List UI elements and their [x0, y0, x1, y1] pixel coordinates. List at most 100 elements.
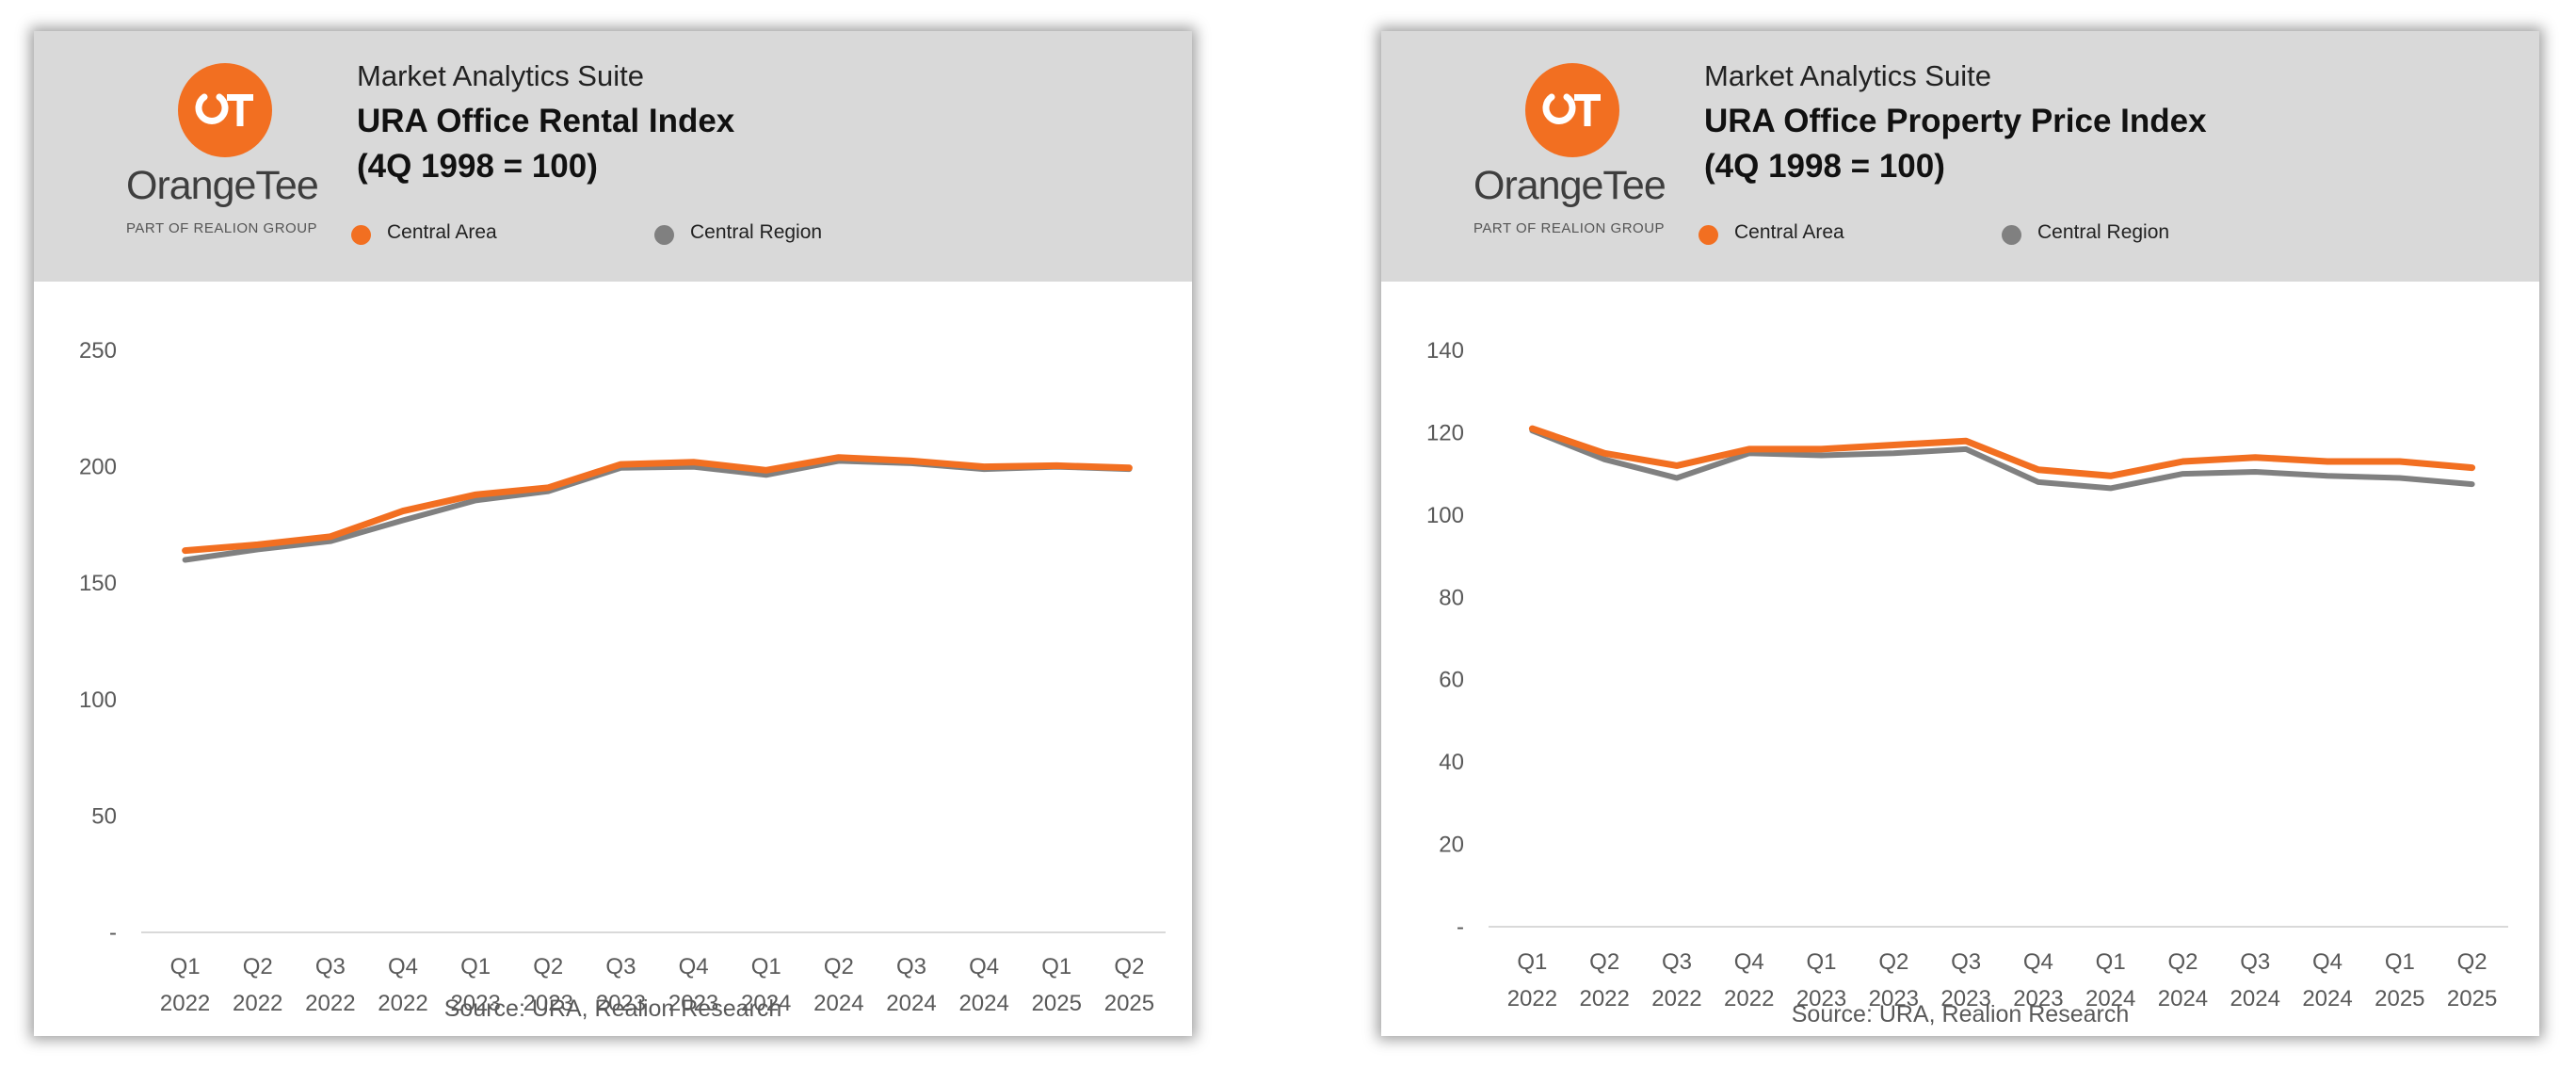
- y-tick-label: 60: [1439, 668, 1464, 693]
- source-note: Source: URA, Realion Research: [1791, 1001, 2130, 1028]
- x-tick-label-quarter: Q1: [2096, 949, 2126, 975]
- logo-wordmark: OrangeTee: [1473, 163, 1666, 208]
- x-tick-label-quarter: Q4: [388, 954, 418, 979]
- ot-logo-icon: [1525, 63, 1619, 157]
- x-tick-label-year: 2024: [2158, 986, 2208, 1011]
- x-tick-label-quarter: Q2: [533, 954, 563, 979]
- x-tick-label-year: 2023: [1796, 986, 1846, 1011]
- y-tick-label: 50: [91, 803, 117, 829]
- x-tick-label-quarter: Q3: [605, 954, 636, 979]
- x-tick-label-year: 2022: [1579, 986, 1629, 1011]
- series-line-central-area: [1528, 425, 2476, 479]
- x-tick-label-year: 2022: [160, 991, 210, 1016]
- x-tick-label-quarter: Q3: [2240, 949, 2270, 975]
- y-tick-label: 100: [79, 688, 117, 713]
- x-tick-label-year: 2022: [378, 991, 427, 1016]
- x-tick-label-quarter: Q4: [2312, 949, 2343, 975]
- x-tick-label-year: 2025: [2447, 986, 2497, 1011]
- x-tick-label-quarter: Q3: [1951, 949, 1981, 975]
- x-tick-label-quarter: Q1: [1041, 954, 1071, 979]
- x-tick-label-year: 2023: [668, 991, 718, 1016]
- x-tick-label-quarter: Q4: [969, 954, 999, 979]
- x-tick-label-year: 2024: [2230, 986, 2280, 1011]
- x-tick-label-quarter: Q2: [824, 954, 854, 979]
- rental-index-panel: OrangeTee PART OF REALION GROUP Market A…: [34, 31, 1192, 1036]
- x-tick-label-quarter: Q3: [896, 954, 926, 979]
- chart-title: URA Office Rental Index: [357, 103, 735, 139]
- x-tick-label-quarter: Q1: [2385, 949, 2415, 975]
- x-tick-label-year: 2023: [2013, 986, 2063, 1011]
- x-tick-label-quarter: Q1: [1807, 949, 1837, 975]
- x-tick-label-quarter: Q1: [1517, 949, 1547, 975]
- logo-wordmark: OrangeTee: [126, 163, 319, 208]
- price-index-panel: OrangeTee PART OF REALION GROUP Market A…: [1381, 31, 2539, 1036]
- x-tick-label-year: 2025: [1104, 991, 1154, 1016]
- y-tick-label: 140: [1426, 338, 1464, 364]
- y-tick-label: 250: [79, 338, 117, 364]
- x-tick-label-quarter: Q4: [679, 954, 709, 979]
- legend-dot-central-area: [351, 225, 371, 245]
- y-tick-label: 80: [1439, 585, 1464, 610]
- x-tick-label-year: 2023: [1940, 986, 1990, 1011]
- chart-title: URA Office Property Price Index: [1704, 103, 2207, 139]
- x-tick-label-year: 2023: [596, 991, 646, 1016]
- rental-index-chart: - 50 100 150 200 250 Q1 2022 Q2 2022 Q3 2022 Q4 2022 Q…: [79, 338, 1166, 1016]
- x-tick-label-quarter: Q1: [751, 954, 781, 979]
- y-tick-label: 100: [1426, 503, 1464, 528]
- price-index-chart: - 20 40 60 80 100 120 140 Q1 2022 Q2 2022 Q3 2022 Q4 20…: [1426, 338, 2508, 1011]
- x-tick-label-quarter: Q3: [1662, 949, 1692, 975]
- legend-label-central-region: Central Region: [2037, 221, 2170, 243]
- legend-label-central-area: Central Area: [1734, 221, 1844, 243]
- panel-header: OrangeTee PART OF REALION GROUP Market A…: [34, 31, 1192, 282]
- x-tick-label-quarter: Q4: [1734, 949, 1764, 975]
- legend-dot-central-region: [2002, 225, 2021, 245]
- x-tick-label-quarter: Q2: [243, 954, 273, 979]
- x-tick-label-year: 2022: [1651, 986, 1701, 1011]
- orangetee-logo: OrangeTee PART OF REALION GROUP: [1438, 63, 1666, 280]
- suite-label: Market Analytics Suite: [357, 59, 644, 92]
- legend-dot-central-area: [1699, 225, 1718, 245]
- series-line-central-region: [182, 458, 1133, 563]
- y-tick-label: 200: [79, 455, 117, 480]
- x-tick-label-year: 2022: [1507, 986, 1557, 1011]
- x-tick-label-year: 2023: [450, 991, 500, 1016]
- logo-tagline: PART OF REALION GROUP: [126, 220, 318, 236]
- x-tick-label-year: 2023: [523, 991, 573, 1016]
- y-tick-label: -: [1457, 914, 1464, 940]
- x-tick-label-quarter: Q2: [1589, 949, 1619, 975]
- x-tick-label-year: 2024: [2085, 986, 2135, 1011]
- chart-subtitle: (4Q 1998 = 100): [357, 148, 598, 185]
- x-tick-label-quarter: Q3: [315, 954, 346, 979]
- source-note: Source: URA, Realion Research: [443, 995, 782, 1022]
- y-tick-label: 150: [79, 571, 117, 596]
- ot-logo-icon: [178, 63, 272, 157]
- x-tick-label-quarter: Q2: [1878, 949, 1908, 975]
- x-tick-label-year: 2025: [2375, 986, 2424, 1011]
- series-line-central-region: [1529, 428, 2475, 492]
- legend-label-central-area: Central Area: [387, 221, 497, 243]
- legend-dot-central-region: [654, 225, 674, 245]
- logo-tagline: PART OF REALION GROUP: [1473, 220, 1666, 236]
- x-tick-label-year: 2022: [233, 991, 282, 1016]
- panel-header: OrangeTee PART OF REALION GROUP Market A…: [1381, 31, 2539, 282]
- suite-label: Market Analytics Suite: [1704, 59, 1991, 92]
- x-tick-label-year: 2024: [741, 991, 791, 1016]
- y-tick-label: -: [109, 920, 117, 946]
- orangetee-logo: OrangeTee PART OF REALION GROUP: [90, 63, 319, 280]
- x-tick-label-quarter: Q1: [460, 954, 491, 979]
- x-tick-label-year: 2022: [305, 991, 355, 1016]
- y-tick-label: 20: [1439, 833, 1464, 858]
- legend-label-central-region: Central Region: [690, 221, 823, 243]
- x-tick-label-year: 2025: [1032, 991, 1082, 1016]
- x-tick-label-quarter: Q1: [170, 954, 201, 979]
- x-tick-label-year: 2024: [958, 991, 1008, 1016]
- x-tick-label-year: 2024: [886, 991, 936, 1016]
- y-tick-label: 40: [1439, 750, 1464, 775]
- x-tick-label-quarter: Q4: [2023, 949, 2053, 975]
- y-tick-label: 120: [1426, 420, 1464, 445]
- chart-subtitle: (4Q 1998 = 100): [1704, 148, 1945, 185]
- x-tick-label-quarter: Q2: [2167, 949, 2198, 975]
- x-tick-label-quarter: Q2: [1114, 954, 1144, 979]
- x-tick-label-year: 2024: [813, 991, 863, 1016]
- x-tick-label-year: 2023: [1869, 986, 1919, 1011]
